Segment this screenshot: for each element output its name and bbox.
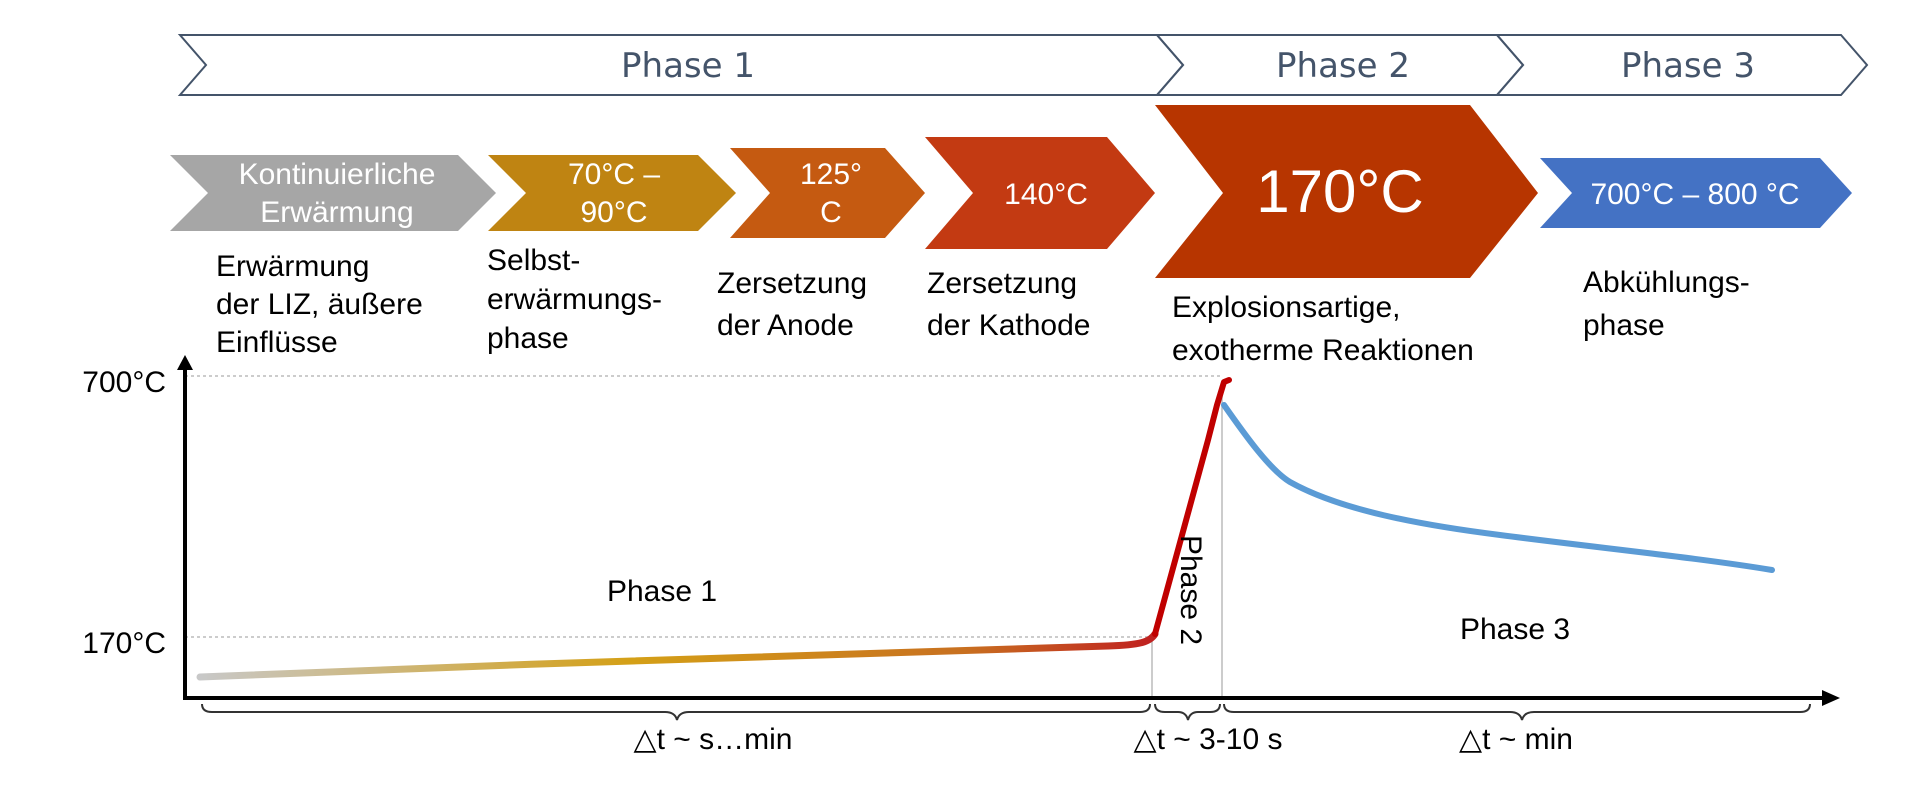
stage-5-label: 170°C	[1256, 158, 1423, 225]
stage-1-desc-line-2: der LIZ, äußere	[216, 288, 423, 321]
stage-3-desc-line-2: der Anode	[717, 309, 854, 342]
phase-bar: Phase 1 Phase 2 Phase 3	[177, 34, 1869, 96]
y-tick-170: 170°C	[82, 627, 166, 660]
stage-2-desc-line-3: phase	[487, 322, 569, 355]
temperature-graph: 700°C 170°C Phase 1 Phase 2 Phase 3 △t ~…	[82, 355, 1840, 756]
duration-phase-1: △t ~ s…min	[634, 723, 793, 756]
y-tick-700: 700°C	[82, 366, 166, 399]
brace-phase-3	[1223, 703, 1811, 721]
stage-6-desc-line-2: phase	[1583, 309, 1665, 342]
curve-label-phase-2: Phase 2	[1174, 535, 1207, 645]
stage-4-desc-line-1: Zersetzung	[927, 267, 1077, 300]
duration-phase-2: △t ~ 3-10 s	[1134, 723, 1283, 756]
stage-chevrons: Kontinuierliche Erwärmung 70°C – 90°C 12…	[170, 105, 1852, 278]
stage-1-label-line-1: Kontinuierliche	[239, 158, 436, 191]
brace-phase-2	[1154, 703, 1221, 721]
stage-2-chevron	[488, 155, 736, 231]
stage-4-chevron	[925, 137, 1155, 249]
curve-label-phase-1: Phase 1	[607, 575, 717, 608]
stage-2-desc-line-2: erwärmungs-	[487, 283, 662, 316]
x-axis-arrow	[1822, 690, 1840, 706]
stage-4-desc-line-2: der Kathode	[927, 309, 1090, 342]
y-axis-arrow	[177, 355, 193, 370]
phase-3-label: Phase 3	[1621, 46, 1755, 86]
stage-3-desc-line-1: Zersetzung	[717, 267, 867, 300]
stage-2-label-line-1: 70°C –	[568, 158, 660, 191]
phase-3-chevron	[1494, 34, 1869, 96]
stage-descriptions: Erwärmung der LIZ, äußere Einflüsse Selb…	[216, 244, 1750, 367]
stage-2-label-line-2: 90°C	[580, 196, 647, 229]
stage-1-label-line-2: Erwärmung	[260, 196, 413, 229]
stage-6-desc-line-1: Abkühlungs-	[1583, 266, 1750, 299]
stage-6-chevron	[1540, 158, 1852, 228]
stage-3-label-line-2: C	[820, 196, 842, 229]
stage-5-desc-line-2: exotherme Reaktionen	[1172, 334, 1474, 367]
stage-1-desc-line-1: Erwärmung	[216, 250, 369, 283]
stage-1-desc-line-3: Einflüsse	[216, 326, 338, 359]
heating-curve	[196, 630, 1159, 681]
stage-5-desc-line-1: Explosionsartige,	[1172, 291, 1400, 324]
cooling-curve	[1221, 402, 1775, 573]
duration-phase-3: △t ~ min	[1459, 723, 1573, 756]
stage-3-chevron	[730, 148, 925, 238]
stage-4-label: 140°C	[1004, 178, 1088, 211]
runaway-curve	[1152, 377, 1232, 637]
stage-6-label: 700°C – 800 °C	[1590, 178, 1799, 211]
phase-1-label: Phase 1	[621, 46, 755, 86]
phase-2-label: Phase 2	[1276, 46, 1410, 86]
curve-label-phase-3: Phase 3	[1460, 613, 1570, 646]
stage-5-chevron	[1155, 105, 1538, 278]
stage-2-desc-line-1: Selbst-	[487, 244, 580, 277]
stage-3-label-line-1: 125°	[800, 158, 862, 191]
brace-phase-1	[201, 703, 1151, 721]
stage-1-chevron	[170, 155, 496, 231]
